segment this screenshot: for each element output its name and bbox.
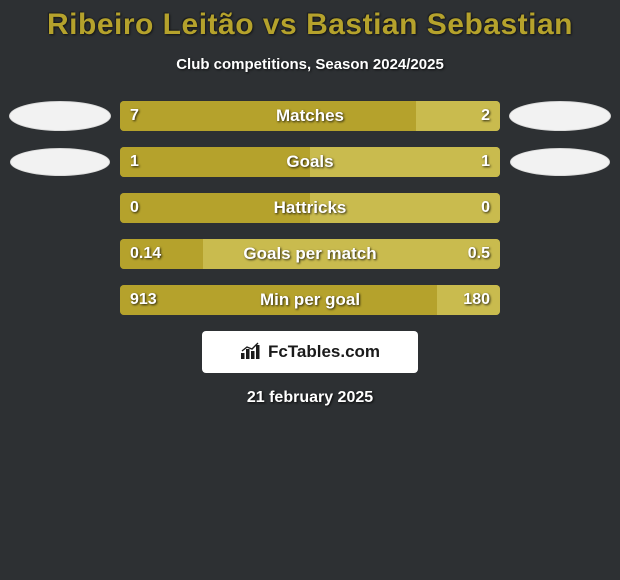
avatar-right-2 [500,193,620,223]
stat-bar-right [416,101,500,131]
stat-bar: Goals per match0.140.5 [120,239,500,269]
stat-bar: Matches72 [120,101,500,131]
stat-bar-right [310,193,500,223]
avatar-left-2 [0,193,120,223]
footer-logo[interactable]: FcTables.com [202,331,418,373]
avatar-left-1 [0,147,120,177]
comparison-chart: Matches72 Goals11 Hattricks00 Goals per mat… [0,101,620,315]
stat-bar: Goals11 [120,147,500,177]
stat-bar-left [120,285,437,315]
stat-bar-right [203,239,500,269]
stat-bar-left [120,147,310,177]
avatar-left-0 [0,101,120,131]
avatar-right-0 [500,101,620,131]
stat-bar: Hattricks00 [120,193,500,223]
comparison-title: Ribeiro Leitão vs Bastian Sebastian [0,0,620,42]
avatar-right-1 [500,147,620,177]
stat-bar-left [120,239,203,269]
comparison-subtitle: Club competitions, Season 2024/2025 [0,56,620,73]
avatar-left-4 [0,285,120,315]
stat-bar-left [120,193,310,223]
avatar-ellipse-right-0 [509,101,611,131]
stat-bar: Min per goal913180 [120,285,500,315]
avatar-ellipse-right-1 [510,148,610,176]
avatar-ellipse-left-0 [9,101,111,131]
avatar-right-3 [500,239,620,269]
footer-date: 21 february 2025 [0,389,620,407]
stat-row: Matches72 [0,101,620,131]
stat-row: Min per goal913180 [0,285,620,315]
avatar-ellipse-left-1 [10,148,110,176]
stat-row: Hattricks00 [0,193,620,223]
avatar-left-3 [0,239,120,269]
stat-row: Goals per match0.140.5 [0,239,620,269]
footer-logo-text: FcTables.com [268,342,380,362]
stat-bar-right [437,285,500,315]
stat-row: Goals11 [0,147,620,177]
avatar-right-4 [500,285,620,315]
stat-bar-left [120,101,416,131]
stat-bar-right [310,147,500,177]
bar-chart-icon [240,342,262,363]
